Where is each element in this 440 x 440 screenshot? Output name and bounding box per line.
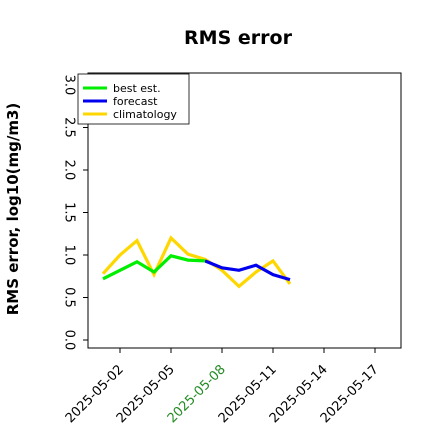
- legend-label-forecast: forecast: [113, 95, 158, 108]
- axis-ticks: 0.00.51.01.52.02.53.02025-05-022025-05-0…: [61, 75, 381, 427]
- series-lines: [101, 235, 292, 289]
- y-tick-label: 0.5: [61, 287, 76, 308]
- series-line-climatology: [101, 235, 292, 289]
- y-axis-label: RMS error, log10(mg/m3): [4, 103, 22, 316]
- plot-area-frame: [87, 72, 402, 349]
- series-line-best-est: [102, 254, 206, 281]
- y-tick-label: 1.0: [61, 245, 76, 266]
- y-tick-label: 2.0: [61, 160, 76, 181]
- chart-title: RMS error: [184, 27, 293, 49]
- legend-label-best-est: best est.: [113, 82, 161, 95]
- y-tick-label: 0.0: [61, 330, 76, 351]
- y-tick-label: 1.5: [61, 202, 76, 223]
- y-tick-label: 2.5: [61, 117, 76, 138]
- legend-label-climatology: climatology: [113, 108, 177, 121]
- legend: best est. forecast climatology: [77, 73, 190, 125]
- legend-box: [77, 73, 190, 125]
- series-line-forecast: [204, 259, 291, 282]
- y-tick-label: 3.0: [61, 75, 76, 96]
